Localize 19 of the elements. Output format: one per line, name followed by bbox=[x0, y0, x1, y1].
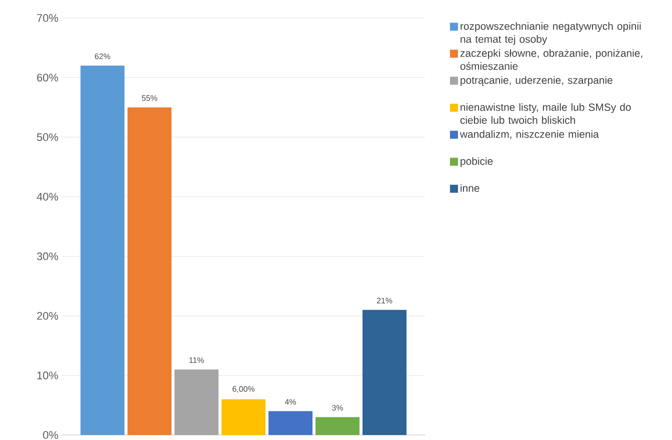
legend-label: inne bbox=[460, 184, 480, 192]
y-tick-label: 30% bbox=[36, 252, 58, 260]
bar bbox=[316, 417, 360, 435]
y-tick-label: 40% bbox=[36, 192, 58, 201]
y-tick-label: 20% bbox=[37, 312, 58, 320]
bar bbox=[128, 107, 172, 435]
y-tick-label: 50% bbox=[36, 133, 58, 142]
y-tick-label: 0% bbox=[43, 431, 58, 439]
legend-label: wandalizm, niszczenie mienia bbox=[460, 130, 599, 140]
bar bbox=[362, 310, 407, 435]
bar bbox=[80, 66, 125, 435]
y-tick-label: 70% bbox=[37, 14, 58, 22]
bar bbox=[174, 369, 219, 435]
bar bbox=[268, 411, 313, 435]
y-tick-label: 10% bbox=[37, 372, 58, 380]
y-tick-label: 60% bbox=[37, 74, 58, 82]
bar bbox=[222, 399, 266, 435]
legend-label: potrącanie, uderzenie, szarpanie bbox=[460, 76, 612, 86]
legend-label: pobicie bbox=[460, 157, 493, 167]
